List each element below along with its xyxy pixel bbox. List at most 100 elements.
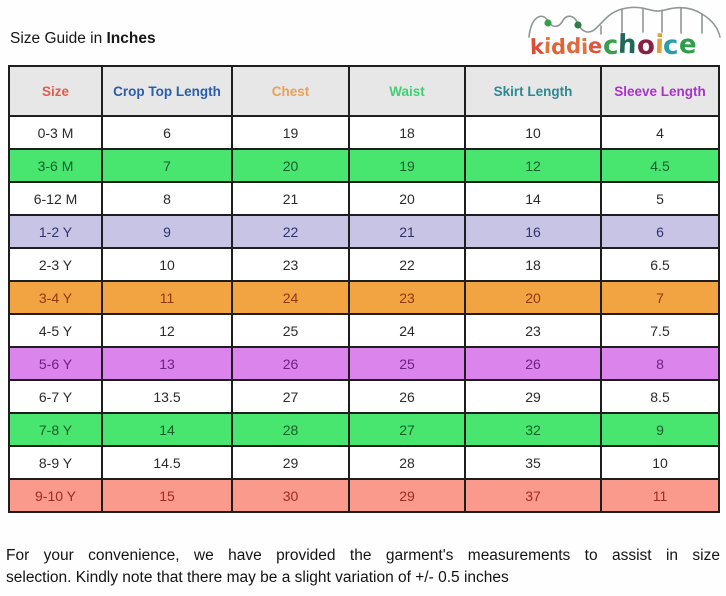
table-row-4-5y: 4-5 Y 12 25 24 23 7.5 bbox=[8, 313, 720, 348]
logo-letter: c bbox=[602, 30, 619, 62]
size-cell: 8-9 Y bbox=[8, 445, 103, 480]
size-cell: 0-3 M bbox=[8, 115, 103, 150]
table-row-0-3m: 0-3 M 6 19 18 10 4 bbox=[8, 115, 720, 150]
measurement-cell: 16 bbox=[464, 214, 602, 249]
measurement-cell: 18 bbox=[464, 247, 602, 282]
measurement-cell: 27 bbox=[231, 379, 350, 414]
footer-note: For your convenience, we have provided t… bbox=[6, 545, 720, 590]
measurement-cell: 13.5 bbox=[101, 379, 233, 414]
measurement-cell: 18 bbox=[348, 115, 466, 150]
kiddiechoice-logo: kiddiechoice bbox=[522, 1, 724, 61]
measurement-cell: 6 bbox=[101, 115, 233, 150]
measurement-cell: 29 bbox=[231, 445, 350, 480]
hanging-ball-icon bbox=[544, 19, 552, 27]
logo-letter: d bbox=[565, 33, 582, 59]
column-header-sleeve-length: Sleeve Length bbox=[600, 65, 720, 117]
size-guide-table: Size Crop Top Length Chest Waist Skirt Lengt… bbox=[8, 65, 720, 513]
size-cell: 2-3 Y bbox=[8, 247, 103, 282]
measurement-cell: 29 bbox=[464, 379, 602, 414]
measurement-cell: 14.5 bbox=[101, 445, 233, 480]
measurement-cell: 37 bbox=[464, 478, 602, 513]
table-row-5-6y: 5-6 Y 13 26 25 26 8 bbox=[8, 346, 720, 381]
measurement-cell: 25 bbox=[348, 346, 466, 381]
table-body: 0-3 M 6 19 18 10 4 3-6 M 7 20 19 12 4.5 6-12 M 8 21 20 1… bbox=[8, 115, 720, 513]
measurement-cell: 19 bbox=[348, 148, 466, 183]
measurement-cell: 20 bbox=[231, 148, 350, 183]
size-cell: 6-7 Y bbox=[8, 379, 103, 414]
measurement-cell: 23 bbox=[231, 247, 350, 282]
measurement-cell: 7 bbox=[600, 280, 720, 315]
measurement-cell: 22 bbox=[231, 214, 350, 249]
page-title-prefix: Size Guide in bbox=[10, 30, 107, 47]
measurement-cell: 10 bbox=[101, 247, 233, 282]
measurement-cell: 25 bbox=[231, 313, 350, 348]
measurement-cell: 6.5 bbox=[600, 247, 720, 282]
measurement-cell: 10 bbox=[600, 445, 720, 480]
logo-wordmark: kiddiechoice bbox=[529, 29, 724, 62]
measurement-cell: 8 bbox=[101, 181, 233, 216]
page-title-unit: Inches bbox=[106, 30, 156, 47]
table-row-3-6m: 3-6 M 7 20 19 12 4.5 bbox=[8, 148, 720, 183]
hanging-ball-icon bbox=[574, 21, 582, 29]
column-header-skirt-length: Skirt Length bbox=[464, 65, 602, 117]
measurement-cell: 11 bbox=[600, 478, 720, 513]
measurement-cell: 12 bbox=[101, 313, 233, 348]
table-row-1-2y: 1-2 Y 9 22 21 16 6 bbox=[8, 214, 720, 249]
measurement-cell: 28 bbox=[348, 445, 466, 480]
measurement-cell: 13 bbox=[101, 346, 233, 381]
page-title: Size Guide in Inches bbox=[10, 30, 156, 48]
measurement-cell: 8 bbox=[600, 346, 720, 381]
table-row-8-9y: 8-9 Y 14.5 29 28 35 10 bbox=[8, 445, 720, 480]
measurement-cell: 28 bbox=[231, 412, 350, 447]
footer-note-line1: For your convenience, we have provided t… bbox=[6, 547, 720, 564]
measurement-cell: 19 bbox=[231, 115, 350, 150]
table-row-7-8y: 7-8 Y 14 28 27 32 9 bbox=[8, 412, 720, 447]
logo-letter: d bbox=[550, 34, 567, 60]
logo-letter: h bbox=[617, 29, 638, 61]
size-cell: 3-6 M bbox=[8, 148, 103, 183]
logo-letter: e bbox=[678, 29, 698, 61]
logo-letter: k bbox=[529, 34, 545, 60]
size-cell: 3-4 Y bbox=[8, 280, 103, 315]
measurement-cell: 22 bbox=[348, 247, 466, 282]
column-header-chest: Chest bbox=[231, 65, 350, 117]
measurement-cell: 26 bbox=[231, 346, 350, 381]
table-row-9-10y: 9-10 Y 15 30 29 37 11 bbox=[8, 478, 720, 513]
measurement-cell: 35 bbox=[464, 445, 602, 480]
measurement-cell: 32 bbox=[464, 412, 602, 447]
measurement-cell: 20 bbox=[348, 181, 466, 216]
table-row-6-7y: 6-7 Y 13.5 27 26 29 8.5 bbox=[8, 379, 720, 414]
footer-note-line2: selection. Kindly note that there may be… bbox=[6, 569, 509, 587]
measurement-cell: 27 bbox=[348, 412, 466, 447]
measurement-cell: 8.5 bbox=[600, 379, 720, 414]
measurement-cell: 30 bbox=[231, 478, 350, 513]
measurement-cell: 5 bbox=[600, 181, 720, 216]
measurement-cell: 6 bbox=[600, 214, 720, 249]
measurement-cell: 14 bbox=[464, 181, 602, 216]
measurement-cell: 14 bbox=[101, 412, 233, 447]
size-cell: 5-6 Y bbox=[8, 346, 103, 381]
measurement-cell: 7 bbox=[101, 148, 233, 183]
measurement-cell: 4.5 bbox=[600, 148, 720, 183]
size-cell: 7-8 Y bbox=[8, 412, 103, 447]
measurement-cell: 26 bbox=[348, 379, 466, 414]
measurement-cell: 21 bbox=[231, 181, 350, 216]
logo-letter: o bbox=[636, 30, 656, 62]
measurement-cell: 9 bbox=[600, 412, 720, 447]
logo-letter: c bbox=[662, 30, 680, 62]
column-header-crop-top-length: Crop Top Length bbox=[101, 65, 233, 117]
measurement-cell: 11 bbox=[101, 280, 233, 315]
size-cell: 4-5 Y bbox=[8, 313, 103, 348]
measurement-cell: 29 bbox=[348, 478, 466, 513]
size-cell: 1-2 Y bbox=[8, 214, 103, 249]
rollercoaster-track-icon bbox=[528, 6, 721, 38]
measurement-cell: 15 bbox=[101, 478, 233, 513]
size-cell: 6-12 M bbox=[8, 181, 103, 216]
measurement-cell: 20 bbox=[464, 280, 602, 315]
table-row-2-3y: 2-3 Y 10 23 22 18 6.5 bbox=[8, 247, 720, 282]
size-cell: 9-10 Y bbox=[8, 478, 103, 513]
measurement-cell: 24 bbox=[348, 313, 466, 348]
measurement-cell: 26 bbox=[464, 346, 602, 381]
column-header-waist: Waist bbox=[348, 65, 466, 117]
measurement-cell: 7.5 bbox=[600, 313, 720, 348]
